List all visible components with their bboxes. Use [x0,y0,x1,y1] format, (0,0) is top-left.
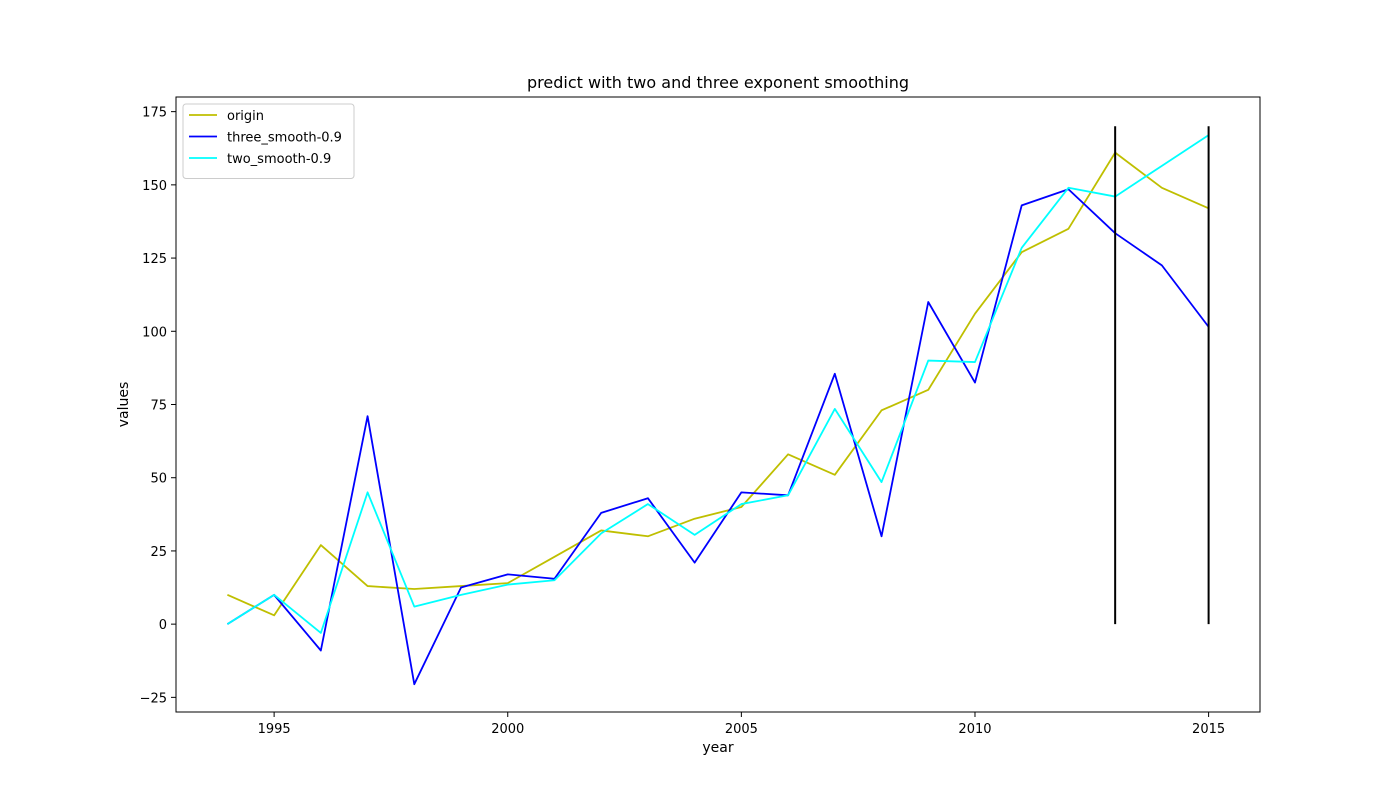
series-line-1 [227,151,1209,617]
legend-label: three_smooth-0.9 [227,131,342,146]
plot-frame [175,96,1261,713]
plot-area [226,126,1210,686]
y-tick-label: 125 [142,252,167,267]
y-tick-label: 0 [159,618,167,633]
x-tick-label: 2000 [491,722,524,737]
y-tick-label: 75 [150,399,167,414]
y-axis-label: values [116,382,132,428]
y-tick-label: 50 [150,472,167,487]
y-tick-label: 25 [150,545,167,560]
x-tick-label: 2010 [958,722,991,737]
legend: origin three_smooth-0.9 two_smooth-0.9 [182,103,355,179]
legend-label: origin [227,109,264,124]
legend-label: two_smooth-0.9 [227,152,331,167]
x-tick-label: 2015 [1192,722,1225,737]
y-tick-label: 150 [142,179,167,194]
axis-ticks: 1995 2000 2005 2010 2015 −25 0 25 50 75 100 125 150 1… [140,106,1226,737]
series-line-2 [226,188,1210,686]
y-tick-label: 100 [142,325,167,340]
series-line-3 [226,134,1210,634]
x-tick-label: 2005 [725,722,758,737]
y-tick-label: 175 [142,106,167,121]
chart-title: predict with two and three exponent smoo… [527,73,909,92]
legend-box [182,103,355,179]
x-tick-label: 1995 [258,722,291,737]
x-axis-label: year [702,740,733,756]
y-tick-label: −25 [140,691,167,706]
